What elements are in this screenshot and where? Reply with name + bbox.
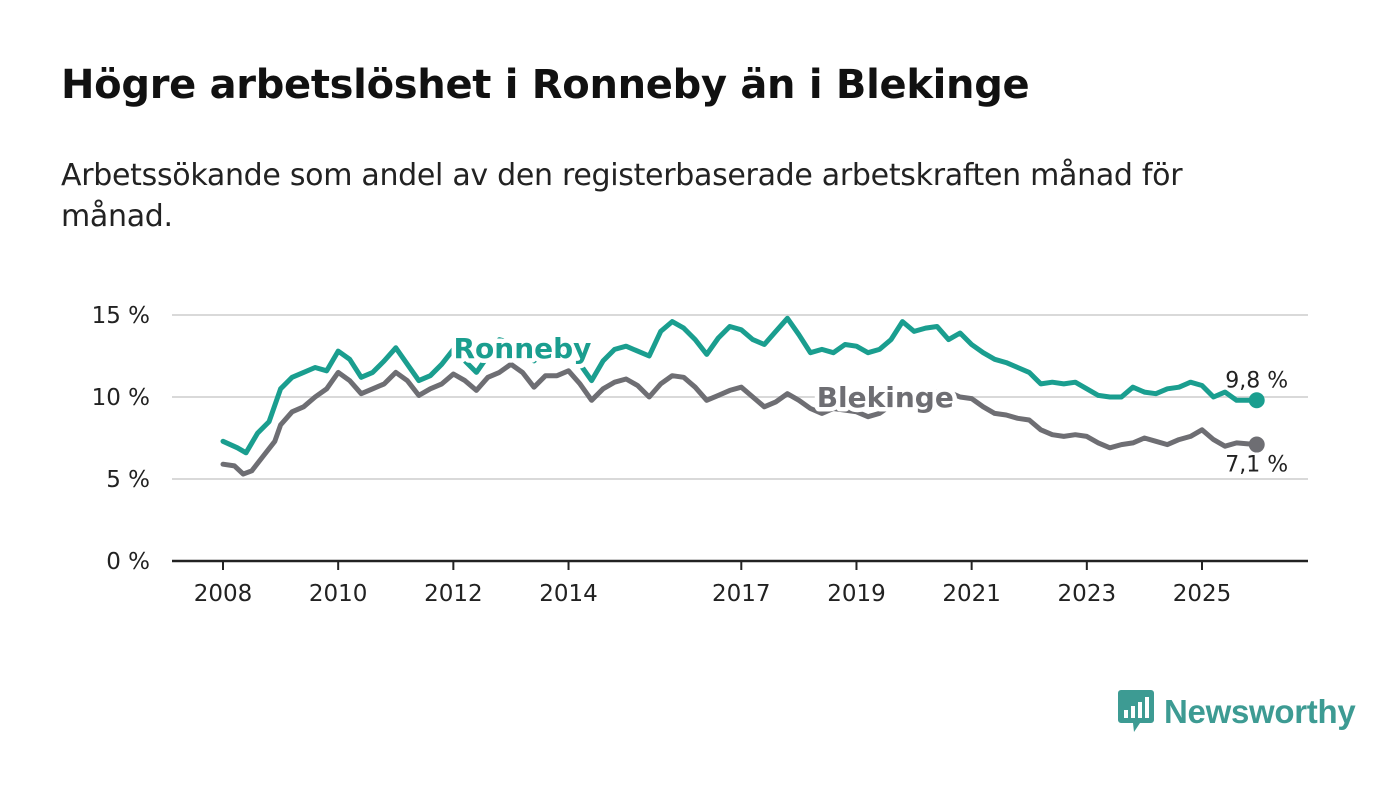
y-tick-label: 15 % — [92, 303, 150, 329]
chart-title: Högre arbetslöshet i Ronneby än i Blekin… — [61, 62, 1030, 108]
series-line-blekinge — [220, 361, 1260, 477]
x-tick-label: 2025 — [1173, 581, 1232, 607]
x-tick-label: 2023 — [1058, 581, 1117, 607]
x-tick-label: 2017 — [712, 581, 771, 607]
chart-subtitle: Arbetssökande som andel av den registerb… — [61, 158, 1183, 234]
newsworthy-logo-icon — [1118, 690, 1154, 732]
x-tick-label: 2008 — [194, 581, 253, 607]
newsworthy-brand: Newsworthy — [1118, 690, 1356, 734]
end-value-label-ronneby: 9,8 % — [1225, 368, 1288, 393]
y-tick-label: 5 % — [106, 467, 150, 493]
series-end-point-blekinge — [1248, 436, 1265, 453]
x-axis: 2008 2010 2012 2014 2017 2019 2021 2023 2025 — [172, 559, 1308, 607]
series-lines — [220, 315, 1265, 477]
series-end-point-ronneby — [1248, 392, 1265, 409]
gridlines — [172, 314, 1308, 480]
y-tick-label: 0 % — [106, 549, 150, 575]
x-tick-label: 2019 — [827, 581, 886, 607]
series-line-ronneby — [220, 315, 1260, 456]
x-tick-label: 2010 — [309, 581, 368, 607]
series-label-blekinge: Blekinge — [817, 381, 954, 414]
x-tick-label: 2012 — [424, 581, 483, 607]
x-tick-label: 2021 — [942, 581, 1001, 607]
x-tick-label: 2014 — [539, 581, 598, 607]
brand-name: Newsworthy — [1164, 693, 1356, 730]
y-tick-label: 10 % — [92, 385, 150, 411]
end-value-label-blekinge: 7,1 % — [1225, 453, 1288, 478]
y-axis-tick-labels: 0 % 5 % 10 % 15 % — [92, 303, 150, 575]
series-label-ronneby: Ronneby — [453, 332, 591, 365]
series-labels: Ronneby 9,8 % Blekinge 7,1 % — [449, 327, 1291, 480]
